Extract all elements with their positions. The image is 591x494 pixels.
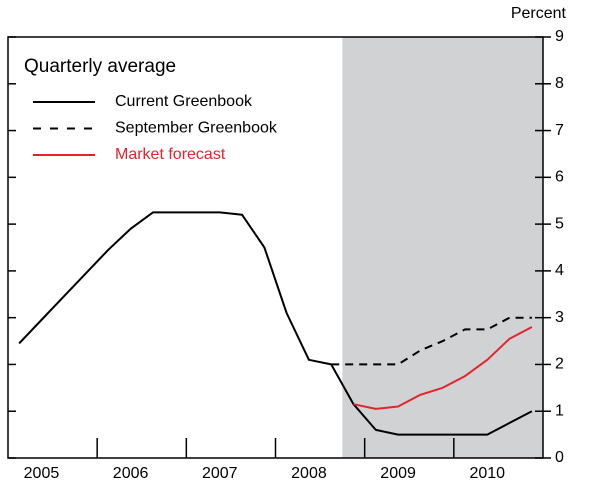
y-tick-label: 7 xyxy=(555,122,564,139)
chart-title: Quarterly average xyxy=(24,56,176,77)
x-tick-label: 2009 xyxy=(380,465,416,482)
y-tick-label: 1 xyxy=(555,402,564,419)
shaded-region xyxy=(342,37,543,458)
y-axis-label: Percent xyxy=(511,5,567,22)
legend-label: Current Greenbook xyxy=(115,93,253,110)
y-tick-label: 8 xyxy=(555,75,564,92)
y-tick-label: 0 xyxy=(555,449,564,466)
series-line xyxy=(331,316,532,366)
x-tick-label: 2006 xyxy=(113,465,149,482)
legend-label: September Greenbook xyxy=(115,120,278,137)
plot-frame xyxy=(7,36,544,459)
y-tick-label: 2 xyxy=(555,356,564,373)
y-tick-label: 5 xyxy=(555,215,564,232)
y-tick-label: 4 xyxy=(555,262,564,279)
x-tick-label: 2010 xyxy=(469,465,505,482)
legend-label: Market forecast xyxy=(115,146,226,163)
x-tick-label: 2005 xyxy=(24,465,60,482)
y-tick-label: 3 xyxy=(555,309,564,326)
x-tick-label: 2007 xyxy=(202,465,238,482)
y-tick-label: 9 xyxy=(555,28,564,45)
series-line xyxy=(18,211,533,436)
series-line xyxy=(353,326,533,410)
y-tick-label: 6 xyxy=(555,169,564,186)
x-tick-label: 2008 xyxy=(291,465,327,482)
